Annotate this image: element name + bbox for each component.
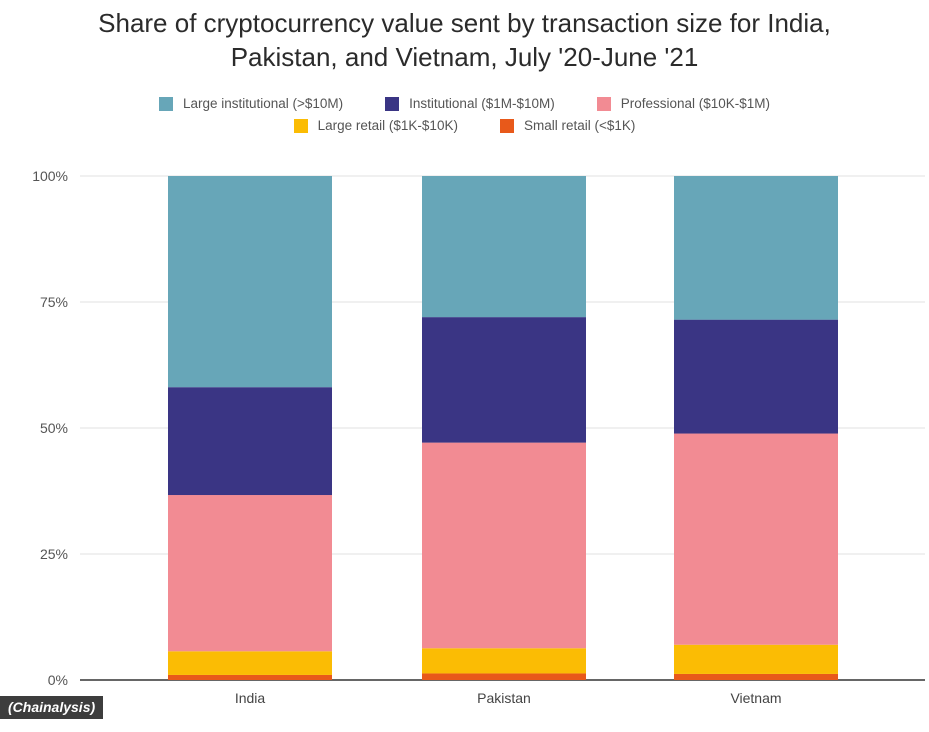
- chart-title-line-2: Pakistan, and Vietnam, July '20-June '21: [230, 42, 699, 72]
- bar-vietnam-small-retail-1k: [674, 673, 838, 680]
- bar-india-large-institutional-10m: [168, 176, 332, 388]
- bar-india-institutional-1m-10m: [168, 387, 332, 496]
- chart-title: Share of cryptocurrency value sent by tr…: [0, 6, 929, 74]
- bar-pakistan-institutional-1m-10m: [422, 317, 586, 443]
- legend-swatch: [293, 118, 308, 133]
- legend-row-1: Large institutional (>$10M) Institutional…: [0, 96, 929, 111]
- legend-item-large-retail-1k-10k: Large retail ($1K-$10K): [293, 118, 458, 133]
- legend-label: Professional ($10K-$1M): [620, 96, 771, 111]
- legend-label: Small retail (<$1K): [523, 118, 636, 133]
- bar-pakistan-small-retail-1k: [422, 673, 586, 680]
- y-tick-label: 25%: [40, 546, 68, 562]
- legend-label: Institutional ($1M-$10M): [409, 96, 555, 111]
- chart-title-line-1: Share of cryptocurrency value sent by tr…: [98, 8, 831, 38]
- legend-label: Large retail ($1K-$10K): [317, 118, 458, 133]
- bar-india-large-retail-1k-10k: [168, 651, 332, 675]
- legend-row-2: Large retail ($1K-$10K) Small retail (<$1…: [0, 118, 929, 133]
- x-tick-label-pakistan: Pakistan: [477, 690, 531, 706]
- chart-legend: Large institutional (>$10M) Institutional…: [0, 96, 929, 140]
- y-tick-label: 100%: [32, 168, 68, 184]
- legend-item-small-retail-1k: Small retail (<$1K): [499, 118, 636, 133]
- y-tick-label: 0%: [48, 672, 68, 688]
- legend-item-professional-10k-1m: Professional ($10K-$1M): [596, 96, 771, 111]
- legend-item-large-institutional-10m: Large institutional (>$10M): [158, 96, 344, 111]
- y-tick-label: 75%: [40, 294, 68, 310]
- bar-vietnam-large-retail-1k-10k: [674, 644, 838, 674]
- legend-item-institutional-1m-10m: Institutional ($1M-$10M): [385, 96, 555, 111]
- bar-vietnam-institutional-1m-10m: [674, 319, 838, 434]
- legend-label: Large institutional (>$10M): [182, 96, 344, 111]
- source-badge: (Chainalysis): [0, 696, 104, 719]
- legend-swatch: [499, 118, 514, 133]
- bar-india-professional-10k-1m: [168, 495, 332, 652]
- bar-pakistan-large-institutional-10m: [422, 176, 586, 318]
- bar-vietnam-large-institutional-10m: [674, 176, 838, 320]
- x-tick-label-india: India: [235, 690, 266, 706]
- legend-swatch: [385, 96, 400, 111]
- legend-swatch: [158, 96, 173, 111]
- bar-vietnam-professional-10k-1m: [674, 433, 838, 645]
- x-tick-label-vietnam: Vietnam: [730, 690, 781, 706]
- bar-pakistan-large-retail-1k-10k: [422, 648, 586, 674]
- label-layer: 0% 25% 50% 75% 100% India Pakistan Vietnam: [32, 168, 781, 706]
- bar-pakistan-professional-10k-1m: [422, 442, 586, 649]
- bar-layer: [168, 176, 838, 680]
- bar-india-small-retail-1k: [168, 674, 332, 680]
- y-tick-label: 50%: [40, 420, 68, 436]
- legend-swatch: [596, 96, 611, 111]
